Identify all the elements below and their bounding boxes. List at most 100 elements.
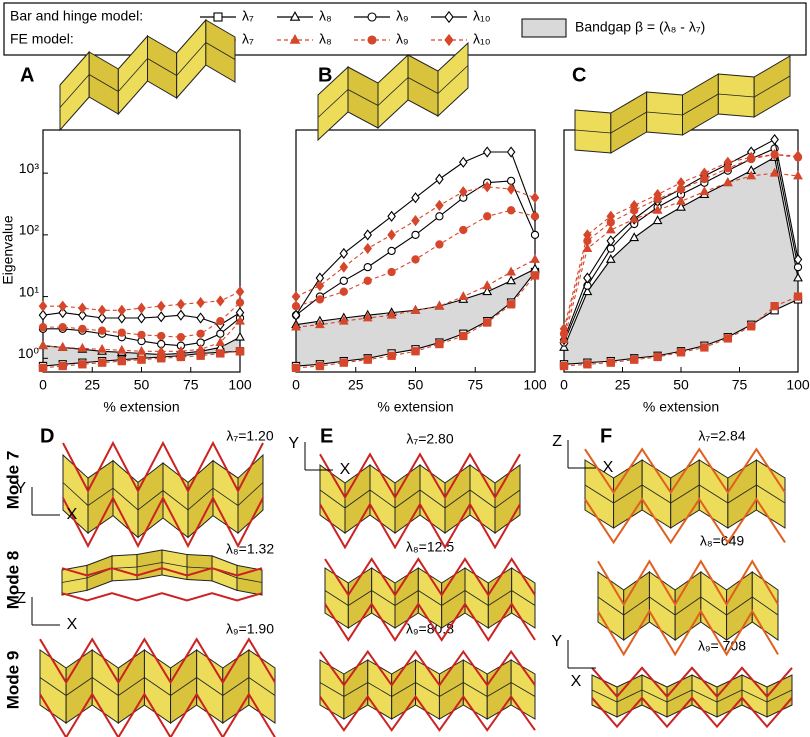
x-axis-label: % extension (643, 399, 719, 415)
marker (78, 324, 87, 334)
mode-outline (39, 637, 276, 685)
origami-crease (584, 484, 614, 504)
marker (770, 133, 779, 146)
origami-crease (646, 111, 683, 116)
x-tick-label: 75 (183, 377, 199, 393)
marker (216, 349, 225, 358)
marker (411, 230, 420, 240)
marker (459, 186, 468, 198)
marker (700, 343, 709, 352)
legend-group-label: Bar and hinge model: (10, 8, 143, 24)
marker (58, 361, 67, 371)
marker (97, 358, 107, 367)
marker (176, 298, 186, 310)
marker (530, 271, 540, 280)
marker (235, 286, 245, 298)
axis-name: Y (288, 435, 299, 452)
marker (387, 229, 396, 241)
marker (700, 167, 709, 179)
marker (530, 212, 540, 221)
mode-outline (61, 592, 263, 602)
marker (367, 35, 377, 45)
marker (291, 301, 301, 311)
origami-crease (674, 596, 702, 616)
marker (506, 146, 516, 158)
legend-group-label: FE model: (10, 31, 74, 47)
mode-outline (324, 557, 536, 597)
origami-crease (616, 689, 643, 703)
marker (630, 355, 639, 364)
origami-crease (170, 677, 197, 696)
marker (387, 267, 396, 277)
marker (195, 343, 206, 353)
origami-crease (649, 596, 676, 616)
marker (339, 287, 348, 296)
marker (746, 151, 756, 163)
origami-crease (62, 482, 89, 506)
origami-crease (118, 677, 145, 696)
marker (506, 266, 516, 276)
mode-outline (319, 502, 521, 550)
x-tick-label: 50 (673, 377, 689, 393)
eigenvalue-label: λ₈=649 (700, 533, 745, 549)
origami-crease (347, 89, 379, 106)
legend-label: λ₇ (242, 31, 254, 47)
series-line (295, 186, 536, 298)
x-tick-label: 25 (84, 377, 100, 393)
origami-crease (237, 482, 264, 506)
marker (793, 292, 803, 301)
mode-outline (319, 649, 536, 687)
marker (315, 319, 325, 329)
marker (723, 156, 733, 168)
marker (435, 339, 444, 349)
x-tick-label: 75 (467, 377, 483, 393)
origami-crease (162, 490, 189, 511)
origami (597, 559, 779, 657)
legend-label: λ₁₀ (473, 31, 491, 47)
marker (629, 199, 639, 211)
marker (339, 276, 348, 285)
origami-crease (716, 689, 743, 703)
marker (97, 304, 107, 316)
origami-crease (319, 489, 346, 509)
marker (216, 316, 225, 326)
marker (78, 302, 87, 314)
marker (363, 229, 372, 241)
marker (38, 309, 48, 321)
eigenvalue-label: λ₈=1.32 (226, 541, 274, 557)
origami-crease (641, 484, 671, 504)
marker (176, 333, 186, 342)
marker (78, 360, 87, 369)
origami-crease (488, 590, 512, 606)
marker (583, 272, 592, 284)
marker (770, 148, 779, 161)
origami-crease (407, 77, 439, 94)
marker (387, 210, 396, 222)
origami-crease (176, 42, 207, 76)
origami (324, 557, 536, 642)
origami-crease (666, 689, 693, 703)
origami-crease (623, 596, 650, 616)
origami-crease (324, 590, 349, 606)
marker (676, 195, 686, 205)
marker (506, 206, 516, 215)
marker (483, 212, 492, 221)
marker (291, 363, 301, 373)
marker (699, 186, 710, 196)
marker (583, 360, 592, 369)
marker (435, 173, 444, 185)
origami (584, 447, 786, 545)
marker (156, 311, 166, 323)
marker (411, 192, 420, 204)
mode-outline (62, 440, 264, 494)
origami-crease (726, 596, 753, 616)
marker (435, 199, 444, 211)
marker (653, 188, 662, 201)
origami-crease (437, 65, 469, 94)
origami-crease (87, 487, 114, 506)
origami-crease (91, 677, 119, 696)
marker (387, 351, 396, 360)
mode-outline (597, 559, 779, 607)
origami-crease (196, 677, 224, 696)
